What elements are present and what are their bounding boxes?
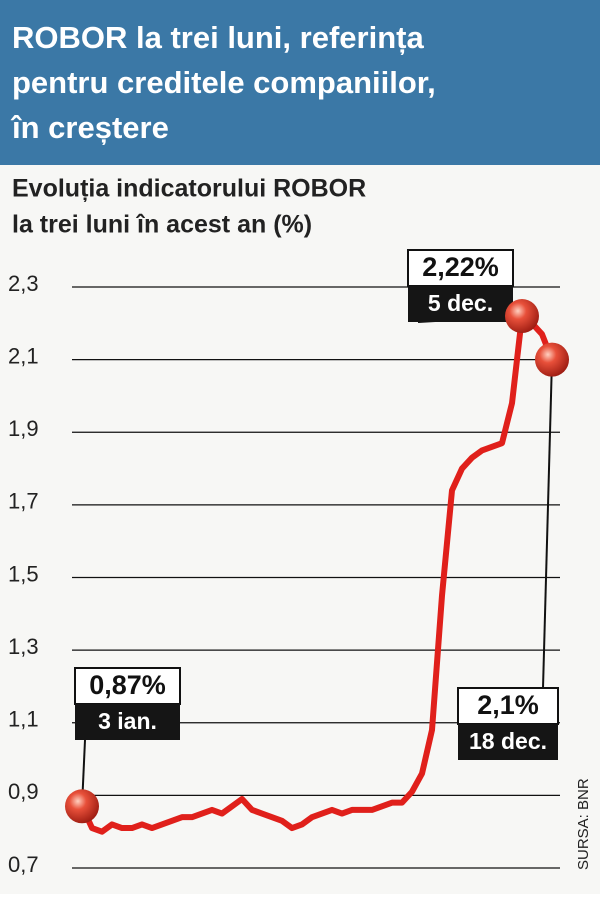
value-label: 2,22%: [422, 252, 499, 282]
chart-subtitle: Evoluția indicatorului ROBOR: [12, 175, 366, 203]
marker: [535, 342, 569, 377]
y-tick-label: 1,5: [8, 561, 39, 586]
y-tick-label: 1,9: [8, 416, 39, 441]
date-label-box: [75, 704, 180, 740]
date-label-box: [408, 286, 513, 322]
y-tick-label: 1,7: [8, 489, 39, 514]
marker: [65, 789, 99, 824]
marker: [505, 299, 539, 334]
y-tick-label: 1,1: [8, 707, 39, 732]
y-tick-label: 2,1: [8, 343, 39, 368]
chart-title: ROBOR la trei luni, referința: [12, 20, 424, 55]
chart-title: pentru creditele companiilor,: [12, 65, 436, 100]
x-tick-label: 3 ian.: [98, 708, 157, 734]
date-label-box: [458, 724, 558, 760]
chart-subtitle: la trei luni în acest an (%): [12, 211, 312, 239]
source: SURSA: BNR: [575, 778, 592, 870]
chart-title: în creștere: [10, 110, 169, 145]
value-label: 2,1%: [477, 690, 539, 720]
x-tick-label: 18 dec.: [469, 728, 547, 754]
y-tick-label: 1,3: [8, 634, 39, 659]
header-band: [0, 0, 600, 165]
x-tick-label: 5 dec.: [428, 290, 493, 316]
value-label: 0,87%: [89, 670, 166, 700]
y-tick-label: 2,3: [8, 271, 39, 296]
callout-pointer: [542, 359, 553, 689]
y-tick-label: 0,7: [8, 852, 39, 877]
line: [79, 313, 555, 835]
y-tick-label: 0,9: [8, 779, 39, 804]
